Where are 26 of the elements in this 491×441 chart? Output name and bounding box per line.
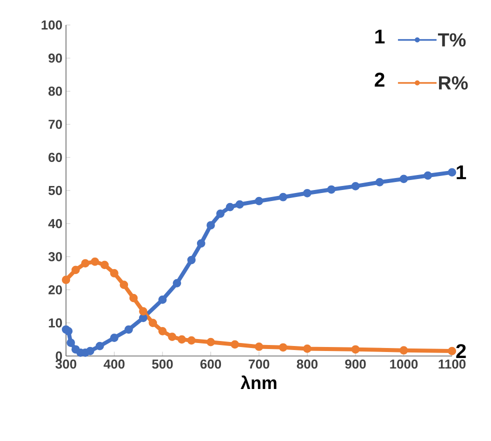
annotation: 2	[374, 72, 384, 87]
y-tick-label: 10	[48, 318, 62, 328]
x-tick-label: 600	[200, 360, 222, 369]
y-tick-label: 30	[48, 252, 62, 262]
x-tick-label: 1000	[390, 360, 418, 369]
y-tick-label: 40	[48, 219, 62, 228]
legend-label: T%	[438, 33, 466, 47]
legend-label: R%	[439, 76, 468, 90]
x-tick-label: 400	[104, 360, 125, 369]
annotation: 1	[456, 165, 466, 180]
x-axis-title: λnm	[240, 376, 276, 390]
y-tick-label: 80	[48, 86, 62, 96]
y-tick-label: 60	[48, 152, 62, 162]
x-tick-label: 900	[345, 360, 366, 369]
annotation: 2	[456, 344, 466, 358]
y-tick-label: 20	[48, 285, 62, 294]
x-tick-label: 300	[55, 360, 76, 369]
x-tick-label: 1100	[438, 360, 466, 369]
y-tick-label: 70	[48, 120, 62, 129]
y-tick-label: 50	[48, 186, 62, 196]
x-tick-label: 700	[248, 360, 270, 369]
x-tick-label: 800	[296, 360, 318, 369]
annotation: 1	[375, 30, 385, 44]
y-tick-label: 100	[42, 20, 62, 30]
y-tick-label: 90	[48, 54, 62, 63]
x-tick-label: 500	[152, 360, 173, 369]
